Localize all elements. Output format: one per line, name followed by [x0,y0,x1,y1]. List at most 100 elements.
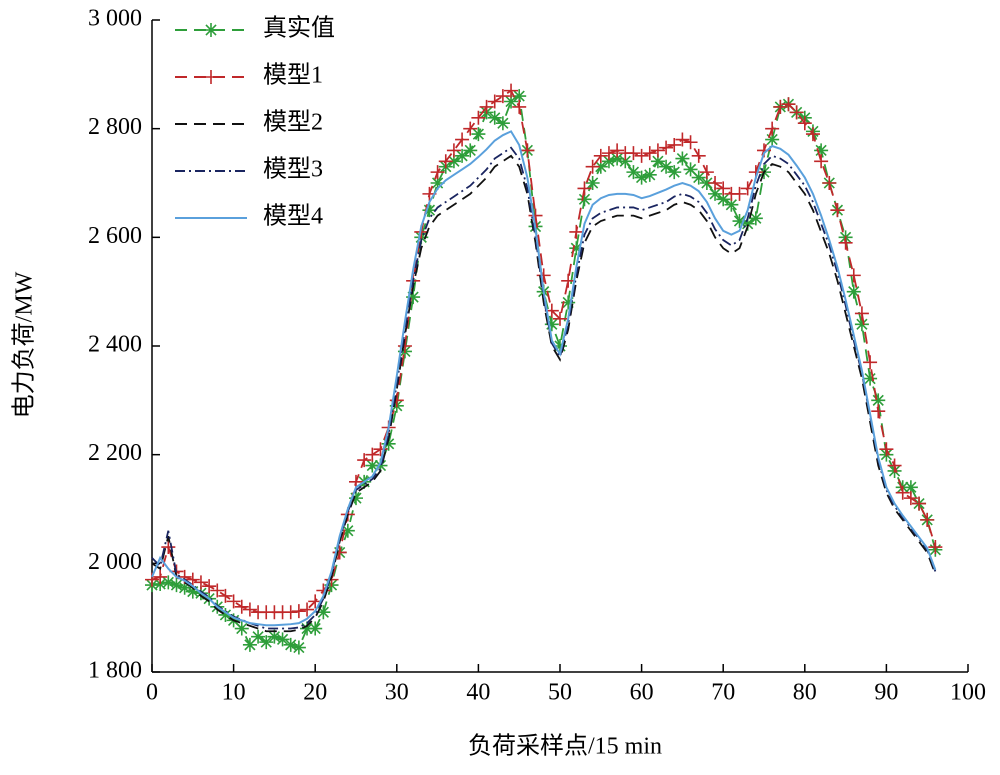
series-marker [455,132,470,147]
series-marker [504,94,519,109]
series-marker [536,268,551,283]
series-marker [895,485,910,500]
series-marker [642,167,657,182]
series-marker [601,154,616,169]
series-marker [153,569,168,584]
series-marker [544,317,559,332]
legend-label: 真实值 [263,15,335,42]
series-marker [716,192,731,207]
series-marker [463,143,478,158]
series-marker [601,146,616,161]
series-marker [675,132,690,147]
series-marker [349,491,363,506]
series-marker [903,491,918,506]
series-marker [863,371,878,386]
series-marker [308,621,323,636]
series-marker [928,540,943,555]
series-marker [650,154,665,169]
series-marker [430,165,445,180]
y-tick-label: 3 000 [88,6,142,32]
series-marker [569,241,584,256]
series-marker [512,99,527,114]
series-marker [381,436,396,451]
series-marker [185,572,200,587]
series-line [151,130,937,627]
series-marker [748,211,763,226]
legend-label: 模型2 [263,109,323,136]
series-marker [446,154,461,169]
series-marker [765,121,780,136]
series-marker [708,186,723,201]
series-marker [316,605,331,620]
series-marker [373,442,388,457]
x-tick-label: 40 [466,680,490,706]
series-marker [202,579,217,594]
series-marker [871,393,886,408]
series-marker [863,355,878,370]
series-marker [153,576,168,591]
series-marker [659,140,674,155]
series-marker [740,216,755,231]
series-marker [699,176,714,190]
series-marker [275,632,290,647]
series-line [151,154,937,633]
series-marker [716,181,731,196]
series-marker [528,208,543,223]
series-marker [708,176,723,190]
series-marker [593,159,608,174]
series-marker [234,621,249,636]
series-marker [593,148,608,163]
series-marker [667,137,682,152]
legend-label: 模型4 [263,203,323,230]
series-marker [634,170,649,185]
series-marker [846,284,861,299]
series-marker [251,629,266,644]
series-marker [193,575,208,590]
series-marker [487,94,502,109]
series-marker [912,496,927,511]
series-marker [291,640,306,655]
series-marker [455,148,470,163]
series-marker [259,635,274,650]
x-tick-label: 100 [950,680,986,706]
series-marker [161,540,176,555]
series-marker [765,132,780,147]
series-marker [667,165,682,180]
series-marker [691,170,706,185]
series-marker [520,143,535,158]
series-marker [797,116,812,131]
series-marker [822,176,837,190]
series-marker [242,637,257,652]
series-marker [267,629,282,644]
series-marker [373,458,388,473]
series-marker [854,306,869,321]
series-marker [283,637,298,652]
x-tick-label: 10 [222,680,246,706]
series-marker [365,447,380,462]
series-marker [471,127,486,142]
series-marker [495,89,510,104]
series-marker [610,151,625,166]
x-tick-label: 80 [793,680,817,706]
series-marker [634,148,649,163]
y-tick-label: 2 400 [88,332,142,358]
series-marker [234,599,249,614]
series-marker [781,97,796,112]
series-marker [879,442,894,457]
series-marker [553,339,567,353]
x-tick-label: 50 [548,680,572,706]
series-marker [585,176,600,190]
legend-label: 模型3 [263,156,323,183]
series-marker [487,110,502,125]
legend-marker [204,70,218,84]
series-marker [553,311,567,326]
series-marker [626,146,641,161]
series-marker [642,146,657,161]
series-marker [789,105,804,120]
series-marker [561,273,576,288]
y-tick-label: 2 200 [88,440,142,466]
series-marker [675,151,690,166]
x-tick-label: 60 [630,680,654,706]
series-marker [340,523,355,538]
